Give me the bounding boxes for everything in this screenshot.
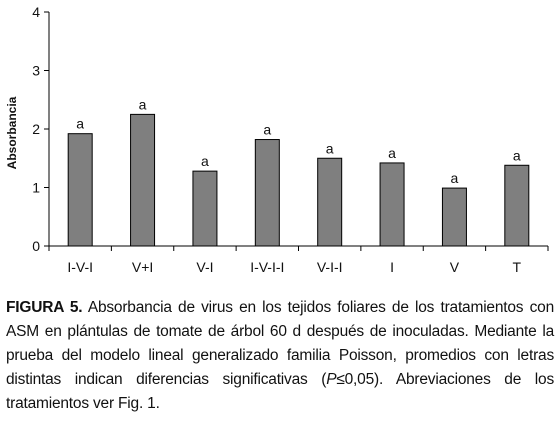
y-tick-label: 3 xyxy=(32,63,40,79)
x-tick-label: I-V-I-I xyxy=(250,259,284,275)
bar xyxy=(192,170,218,247)
y-tick-label: 2 xyxy=(32,121,40,137)
x-tick-label: T xyxy=(513,259,522,275)
bar xyxy=(254,139,280,247)
y-tick-label: 4 xyxy=(32,4,40,20)
bar-data-label: a xyxy=(451,170,459,186)
bar xyxy=(130,113,156,247)
x-tick-label: I-V-I xyxy=(67,259,93,275)
x-tick-label: V-I-I xyxy=(317,259,343,275)
bar-data-label: a xyxy=(388,145,396,161)
caption-text-2: ≤0,05). Abreviaciones de los tratamiento… xyxy=(6,371,554,412)
bar xyxy=(441,187,467,247)
x-tick-label: I xyxy=(390,259,394,275)
y-axis: 0 1 2 3 4 xyxy=(32,4,50,254)
caption-text-1: Absorbancia de virus en los tejidos foli… xyxy=(6,299,554,388)
bar-labels: a a a a a a a a xyxy=(76,96,521,186)
figure-caption: FIGURA 5. Absorbancia de virus en los te… xyxy=(6,296,554,416)
bar-data-label: a xyxy=(326,140,334,156)
bars xyxy=(67,113,530,247)
caption-label: FIGURA 5. xyxy=(6,299,83,316)
bar-data-label: a xyxy=(201,153,209,169)
bar-data-label: a xyxy=(513,147,521,163)
bar xyxy=(317,157,343,247)
y-axis-label: Absorbancia xyxy=(5,96,19,169)
x-tick-label: V xyxy=(450,259,460,275)
y-tick-label: 0 xyxy=(32,238,40,254)
bar xyxy=(504,164,530,247)
y-tick-label: 1 xyxy=(32,180,40,196)
x-tick-label: V+I xyxy=(132,259,153,275)
x-tick-label: V-I xyxy=(196,259,213,275)
bar-data-label: a xyxy=(76,116,84,132)
bar xyxy=(67,133,93,247)
caption-p-symbol: P xyxy=(326,371,337,388)
bar xyxy=(379,162,405,247)
x-axis: I-V-I V+I V-I I-V-I-I V-I-I I V T xyxy=(48,245,549,275)
bar-data-label: a xyxy=(263,122,271,138)
bar-data-label: a xyxy=(139,96,147,112)
